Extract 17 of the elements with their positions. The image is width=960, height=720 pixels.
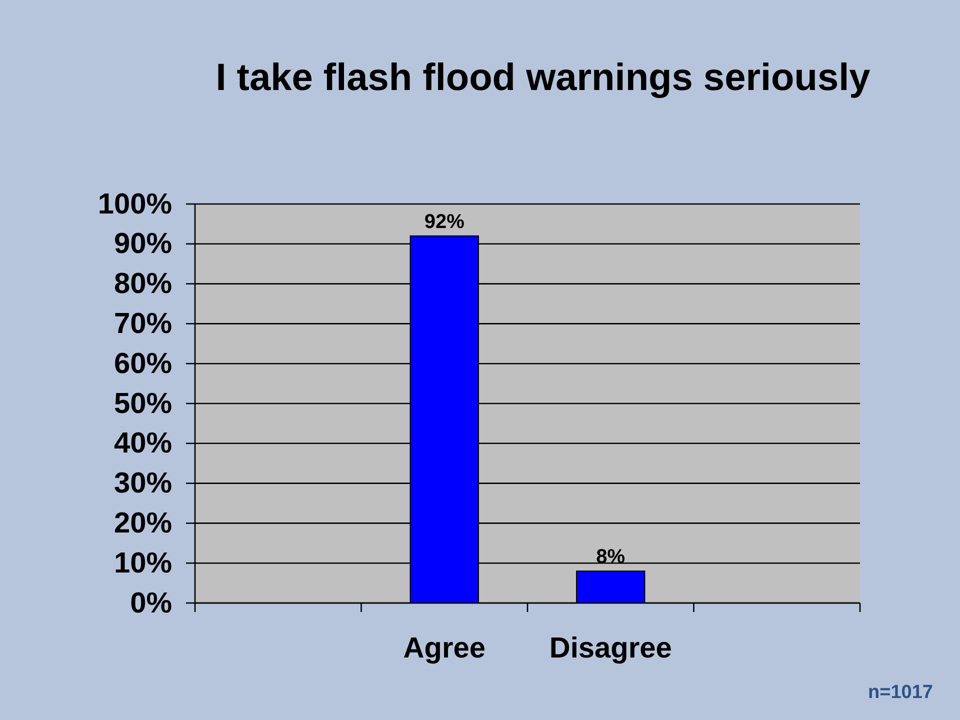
data-label: 92% [424, 210, 465, 233]
y-tick-label: 0% [130, 587, 172, 620]
y-tick-label: 40% [114, 428, 172, 460]
y-tick-label: 30% [114, 468, 172, 500]
y-tick-label: 90% [114, 228, 172, 260]
text: n=1017 [868, 682, 933, 703]
y-tick-label: 60% [114, 348, 172, 380]
y-tick-label: 10% [114, 547, 172, 580]
x-tick-label: Agree [403, 632, 486, 665]
y-tick-label: 70% [114, 308, 172, 340]
y-tick-label: 20% [114, 507, 172, 540]
y-tick-label: 100% [98, 188, 172, 220]
y-tick-label: 50% [114, 388, 172, 420]
y-tick-label: 80% [114, 268, 172, 300]
data-label: 8% [596, 546, 626, 568]
x-tick-label: Disagree [549, 632, 672, 665]
chart-title: I take flash flood warnings seriously [216, 57, 870, 99]
